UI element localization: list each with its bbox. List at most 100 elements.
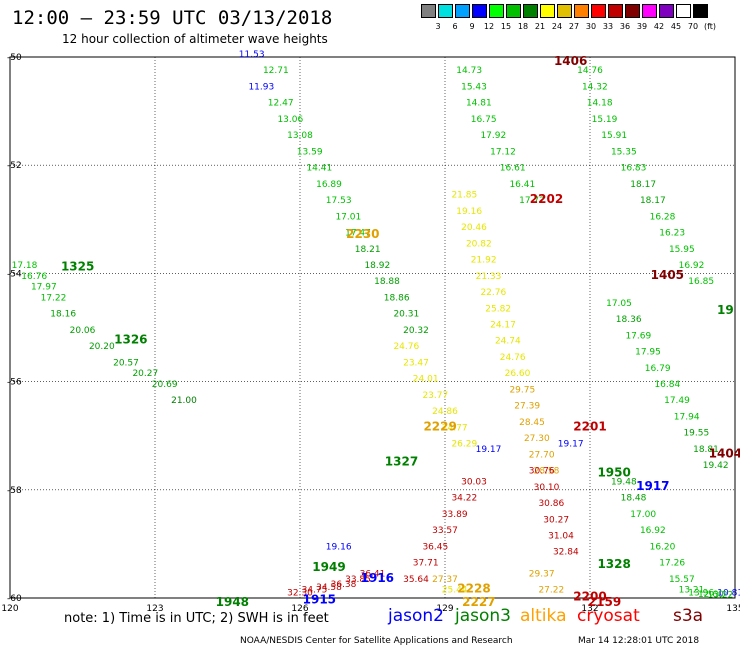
pass-time-label: 1405 (651, 268, 684, 282)
wave-height-value: 34.22 (451, 494, 477, 504)
wave-height-value: 15.95 (669, 245, 695, 255)
lon-tick-label: 123 (146, 604, 163, 614)
wave-height-value: 13.06 (277, 115, 303, 125)
wave-height-value: 18.86 (384, 293, 410, 303)
color-scale-label: 18 (517, 22, 529, 31)
wave-height-value: 17.72 (519, 196, 545, 206)
wave-height-value: 17.92 (480, 131, 506, 141)
wave-height-value: 20.69 (152, 380, 178, 390)
lat-tick-label: -52 (7, 161, 22, 171)
wave-height-value: 30.76 (529, 467, 555, 477)
lat-tick-label: -56 (7, 378, 22, 388)
pass-time-label: 2230 (346, 227, 379, 241)
pass-time-label: 1915 (303, 592, 336, 606)
wave-height-value: 16.23 (659, 229, 685, 239)
lat-tick-label: -60 (7, 594, 22, 604)
color-scale-label: 15 (500, 22, 512, 31)
pass-time-label: 1917 (636, 479, 669, 493)
wave-height-value: 16.20 (650, 542, 676, 552)
color-scale-label: 9 (469, 22, 475, 31)
wave-height-value: 33.85 (345, 575, 371, 585)
satellite-jason3-label: jason3 (455, 606, 511, 626)
pass-time-label: 2227 (462, 595, 495, 609)
wave-height-value: 28.58 (534, 467, 560, 477)
color-scale-label: 33 (602, 22, 614, 31)
wave-height-value: 30.27 (543, 515, 569, 525)
wave-height-value: 16.41 (509, 180, 535, 190)
pass-time-label: 2201 (573, 419, 606, 433)
color-scale-label: 12 (483, 22, 495, 31)
wave-height-value: 23.47 (403, 358, 429, 368)
wave-height-value: 14.81 (466, 99, 492, 109)
pass-time-label: 1325 (61, 260, 94, 274)
wave-height-value: 17.01 (335, 212, 361, 222)
wave-height-value: 34.58 (316, 583, 342, 593)
wave-height-value: 24.86 (432, 407, 458, 417)
wave-height-value: 11.53 (239, 50, 265, 60)
pass-time-label: 1948 (216, 595, 249, 609)
wave-height-value: 20.57 (113, 358, 139, 368)
lat-tick-label: -58 (7, 486, 22, 496)
wave-height-value: 17.97 (31, 283, 57, 293)
wave-height-value: 30.10 (534, 483, 560, 493)
color-scale-label: 21 (534, 22, 546, 31)
wave-height-value: 28.45 (519, 418, 545, 428)
wave-height-value: 17.49 (664, 396, 690, 406)
wave-height-value: 17.12 (490, 147, 516, 157)
wave-height-value: 18.17 (630, 180, 656, 190)
wave-height-value: 35.64 (403, 575, 429, 585)
color-scale-unit: (ft) (703, 22, 717, 31)
wave-height-value: 14.32 (582, 82, 608, 92)
satellite-altika-label: altika (520, 606, 567, 626)
footer-note: note: 1) Time is in UTC; 2) SWH is in fe… (64, 611, 329, 626)
wave-height-value: 17.05 (606, 299, 632, 309)
wave-height-value: 16.61 (500, 164, 526, 174)
satellite-cryosat-label: cryosat (577, 606, 640, 626)
wave-height-value: 27.30 (524, 434, 550, 444)
wave-height-value: 18.88 (374, 277, 400, 287)
color-scale-label: 45 (670, 22, 682, 31)
wave-height-value: 13.22 (708, 590, 734, 600)
pass-time-label: 1326 (114, 333, 147, 347)
color-swatch (455, 4, 470, 18)
wave-height-value: 14.41 (306, 164, 332, 174)
wave-height-value: 18.21 (355, 245, 381, 255)
wave-height-value: 36.41 (360, 569, 386, 579)
wave-height-value: 15.57 (669, 575, 695, 585)
wave-height-value: 37.71 (413, 559, 439, 569)
wave-height-value: 24.77 (442, 423, 468, 433)
wave-height-value: 23.77 (422, 391, 448, 401)
color-swatch (642, 4, 657, 18)
wave-height-value: 14.76 (577, 66, 603, 76)
pass-time-label: 1327 (385, 454, 418, 468)
wave-height-value: 15.19 (592, 115, 618, 125)
wave-height-value: 34.75 (302, 586, 328, 596)
wave-height-value: 16.89 (316, 180, 342, 190)
wave-height-value: 21.33 (476, 272, 502, 282)
wave-height-value: 16.75 (471, 115, 497, 125)
wave-height-value: 16.28 (650, 212, 676, 222)
wave-height-value: 19.16 (456, 207, 482, 217)
wave-height-value: 19.55 (683, 429, 709, 439)
lat-tick-label: -54 (7, 269, 22, 279)
pass-time-label: 1328 (597, 557, 630, 571)
color-swatch (438, 4, 453, 18)
wave-height-value: 24.17 (490, 321, 516, 331)
pass-time-label: 1950 (597, 465, 630, 479)
wave-height-value: 17.69 (625, 331, 651, 341)
pass-time-label: 1404 (709, 446, 740, 460)
pass-time-label: 2159 (588, 595, 621, 609)
wave-height-value: 14.18 (587, 99, 613, 109)
wave-height-value: 16.84 (654, 380, 680, 390)
wave-height-value: 36.45 (422, 542, 448, 552)
wave-height-value: 16.79 (645, 364, 671, 374)
wave-height-value: 10.81 (717, 588, 740, 598)
wave-height-value: 13.59 (297, 147, 323, 157)
color-swatch (421, 4, 436, 18)
wave-height-value: 20.31 (393, 310, 419, 320)
wave-height-value: 16.92 (679, 261, 705, 271)
color-scale-label: 24 (551, 22, 563, 31)
wave-height-value: 19.42 (703, 461, 729, 471)
wave-height-value: 14.73 (456, 66, 482, 76)
